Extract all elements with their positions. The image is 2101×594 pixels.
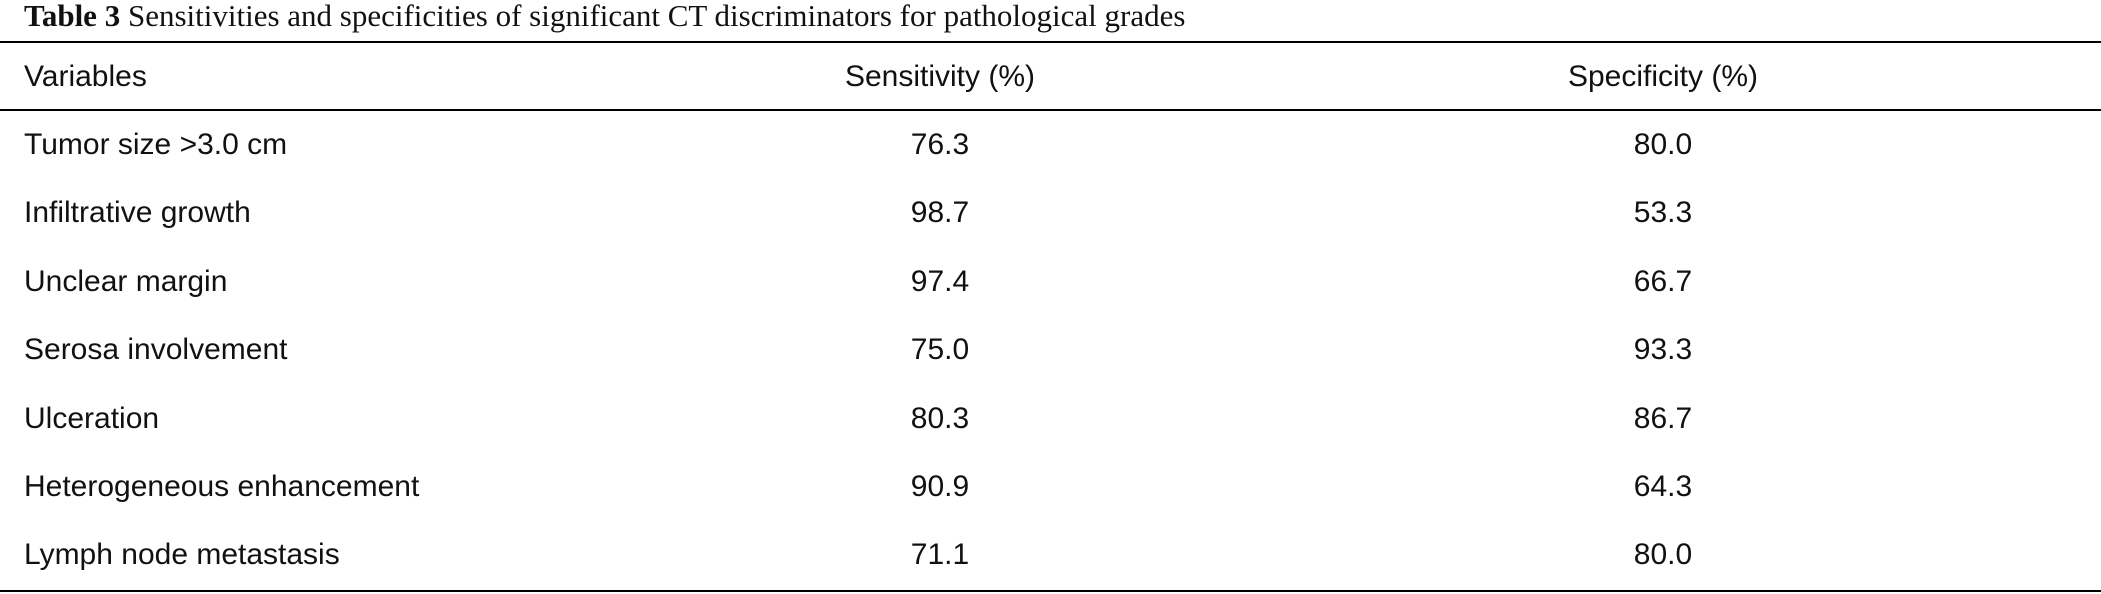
cell-sensitivity: 98.7 [910, 196, 970, 230]
cell-variable: Tumor size >3.0 cm [24, 128, 288, 161]
cell-variable: Heterogeneous enhancement [24, 470, 420, 503]
table-row: Tumor size >3.0 cm 76.3 80.0 [0, 111, 2101, 179]
cell-variable: Lymph node metastasis [24, 538, 340, 572]
cell-specificity: 64.3 [1633, 470, 1693, 503]
header-sensitivity: Sensitivity (%) [844, 60, 1036, 93]
table-caption: Table 3 Sensitivities and specificities … [24, 0, 1185, 40]
cell-specificity: 93.3 [1633, 333, 1693, 367]
table-row: Ulceration 80.3 86.7 [0, 385, 2101, 453]
cell-specificity: 66.7 [1633, 264, 1693, 298]
cell-sensitivity: 97.4 [910, 264, 970, 298]
table-row: Unclear margin 97.4 66.7 [0, 248, 2101, 316]
cell-variable: Unclear margin [24, 264, 228, 298]
table-row: Lymph node metastasis 71.1 80.0 [0, 521, 2101, 589]
cell-sensitivity: 76.3 [910, 128, 970, 161]
cell-specificity: 86.7 [1633, 401, 1693, 435]
table-row: Serosa involvement 75.0 93.3 [0, 316, 2101, 384]
cell-specificity: 80.0 [1633, 538, 1693, 572]
cell-sensitivity: 80.3 [910, 401, 970, 435]
cell-specificity: 53.3 [1633, 196, 1693, 230]
bottom-rule [0, 590, 2101, 592]
table-caption-label: Table 3 [24, 0, 121, 33]
cell-sensitivity: 71.1 [910, 538, 970, 572]
cell-variable: Ulceration [24, 401, 160, 435]
cell-variable: Infiltrative growth [24, 196, 251, 230]
header-specificity: Specificity (%) [1567, 60, 1759, 93]
cell-specificity: 80.0 [1633, 128, 1693, 161]
header-rule [0, 109, 2101, 111]
cell-variable: Serosa involvement [24, 333, 288, 367]
cell-sensitivity: 75.0 [910, 333, 970, 367]
table-row: Infiltrative growth 98.7 53.3 [0, 179, 2101, 247]
table-row: Heterogeneous enhancement 90.9 64.3 [0, 453, 2101, 521]
table-caption-text: Sensitivities and specificities of signi… [127, 0, 1186, 33]
cell-sensitivity: 90.9 [910, 470, 970, 503]
header-variables: Variables [24, 60, 147, 93]
top-rule [0, 41, 2101, 43]
table-header-row: Variables Sensitivity (%) Specificity (%… [0, 43, 2101, 111]
